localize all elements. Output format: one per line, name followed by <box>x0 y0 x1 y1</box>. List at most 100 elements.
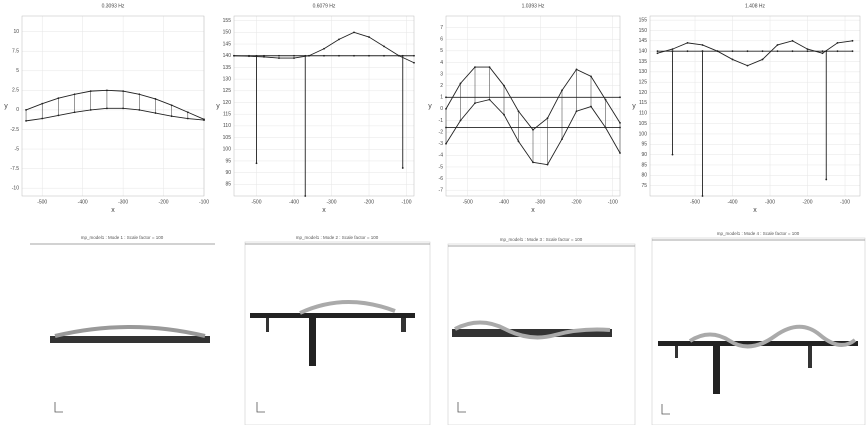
point <box>576 69 578 71</box>
point <box>747 65 749 67</box>
point <box>732 50 734 52</box>
x-tick-label: -100 <box>840 199 850 205</box>
y-tick-label: 100 <box>639 131 648 137</box>
y-tick-label: 0 <box>16 107 19 113</box>
y-tick-label: 2.5 <box>12 88 19 94</box>
point <box>383 55 385 57</box>
point <box>747 50 749 52</box>
y-tick-label: 135 <box>639 59 648 65</box>
point <box>58 97 60 99</box>
point <box>657 50 659 52</box>
x-tick-label: -100 <box>199 199 209 205</box>
rendering-4: mp_model1 : Mode 4 : Scale factor = 100 <box>652 231 865 425</box>
rendering-caption: mp_model1 : Mode 3 : Scale factor = 100 <box>500 237 583 242</box>
x-tick-label: -300 <box>765 199 775 205</box>
series-line <box>26 90 204 119</box>
y-tick-label: -6 <box>439 176 444 182</box>
rendering-caption: mp_model1 : Mode 2 : Scale factor = 100 <box>296 235 379 240</box>
point <box>547 117 549 119</box>
point <box>308 55 310 57</box>
y-tick-label: 90 <box>641 152 647 158</box>
y-tick-label: -5 <box>15 146 20 152</box>
y-tick-label: 1 <box>440 95 443 101</box>
point <box>138 109 140 111</box>
point <box>672 48 674 50</box>
y-axis-label: y <box>4 103 8 110</box>
point <box>619 152 621 154</box>
point <box>256 55 258 57</box>
y-tick-label: 90 <box>225 170 231 176</box>
y-tick-label: 150 <box>639 28 648 34</box>
y-tick-label: 7.5 <box>12 49 19 55</box>
point <box>155 112 157 114</box>
point <box>590 75 592 77</box>
point <box>383 45 385 47</box>
y-tick-label: 105 <box>223 135 232 141</box>
point <box>852 50 854 52</box>
x-tick-label: -200 <box>571 199 581 205</box>
y-tick-label: 145 <box>639 38 648 44</box>
y-tick-label: 10 <box>13 29 19 35</box>
point <box>171 115 173 117</box>
point <box>532 129 534 131</box>
point <box>837 42 839 44</box>
y-tick-label: -10 <box>12 186 19 192</box>
point <box>445 108 447 110</box>
x-axis-label: x <box>753 207 757 214</box>
x-tick-label: -400 <box>289 199 299 205</box>
point <box>702 50 704 52</box>
point <box>717 50 719 52</box>
y-tick-label: 75 <box>641 183 647 189</box>
y-tick-label: -2.5 <box>10 127 19 133</box>
y-tick-label: 120 <box>223 100 232 106</box>
point <box>619 122 621 124</box>
point <box>278 57 280 59</box>
y-tick-label: 145 <box>223 41 232 47</box>
chart-title: 1.408 Hz <box>745 3 766 9</box>
plot-frame <box>234 16 414 196</box>
point <box>248 55 250 57</box>
point <box>825 50 827 52</box>
y-tick-label: 115 <box>223 112 231 118</box>
y-tick-label: 4 <box>440 60 443 66</box>
y-axis-label: y <box>632 103 636 110</box>
point <box>293 55 295 57</box>
point <box>187 111 189 113</box>
rendering-3: mp_model1 : Mode 3 : Scale factor = 100 <box>448 237 635 425</box>
point <box>398 55 400 57</box>
point <box>503 85 505 87</box>
point <box>822 50 824 52</box>
chart: 0.3093 Hz107.552.50-2.5-5-7.5-10-500-400… <box>4 3 209 214</box>
rendering-caption: mp_model1 : Mode 1 : Scale factor = 100 <box>81 235 164 240</box>
x-tick-label: -300 <box>326 199 336 205</box>
y-tick-label: 115 <box>639 100 647 106</box>
y-tick-label: 105 <box>639 121 648 127</box>
rendering-caption: mp_model1 : Mode 4 : Scale factor = 100 <box>717 231 800 236</box>
point <box>605 99 607 101</box>
point <box>323 55 325 57</box>
point <box>590 106 592 108</box>
point <box>619 127 621 129</box>
x-tick-label: -500 <box>251 199 261 205</box>
x-tick-label: -400 <box>499 199 509 205</box>
y-tick-label: 155 <box>639 17 648 23</box>
y-tick-label: 0 <box>440 106 443 112</box>
y-tick-label: 140 <box>223 53 232 59</box>
point <box>489 66 491 68</box>
plot-frame <box>22 16 204 196</box>
point <box>852 40 854 42</box>
y-tick-label: 6 <box>440 37 443 43</box>
chart-title: 0.6079 Hz <box>313 3 336 9</box>
y-tick-label: -1 <box>439 118 444 124</box>
point <box>619 96 621 98</box>
point <box>825 179 827 181</box>
point <box>807 50 809 52</box>
point <box>402 55 404 57</box>
chart: 1.0393 Hz-7-6-5-4-3-2-101234567-500-400-… <box>428 3 621 214</box>
point <box>187 118 189 120</box>
point <box>777 44 779 46</box>
point <box>518 141 520 143</box>
chart: 0.6079 Hz8590951001051101151201251301351… <box>216 3 415 214</box>
y-tick-label: 130 <box>223 76 232 82</box>
point <box>90 90 92 92</box>
